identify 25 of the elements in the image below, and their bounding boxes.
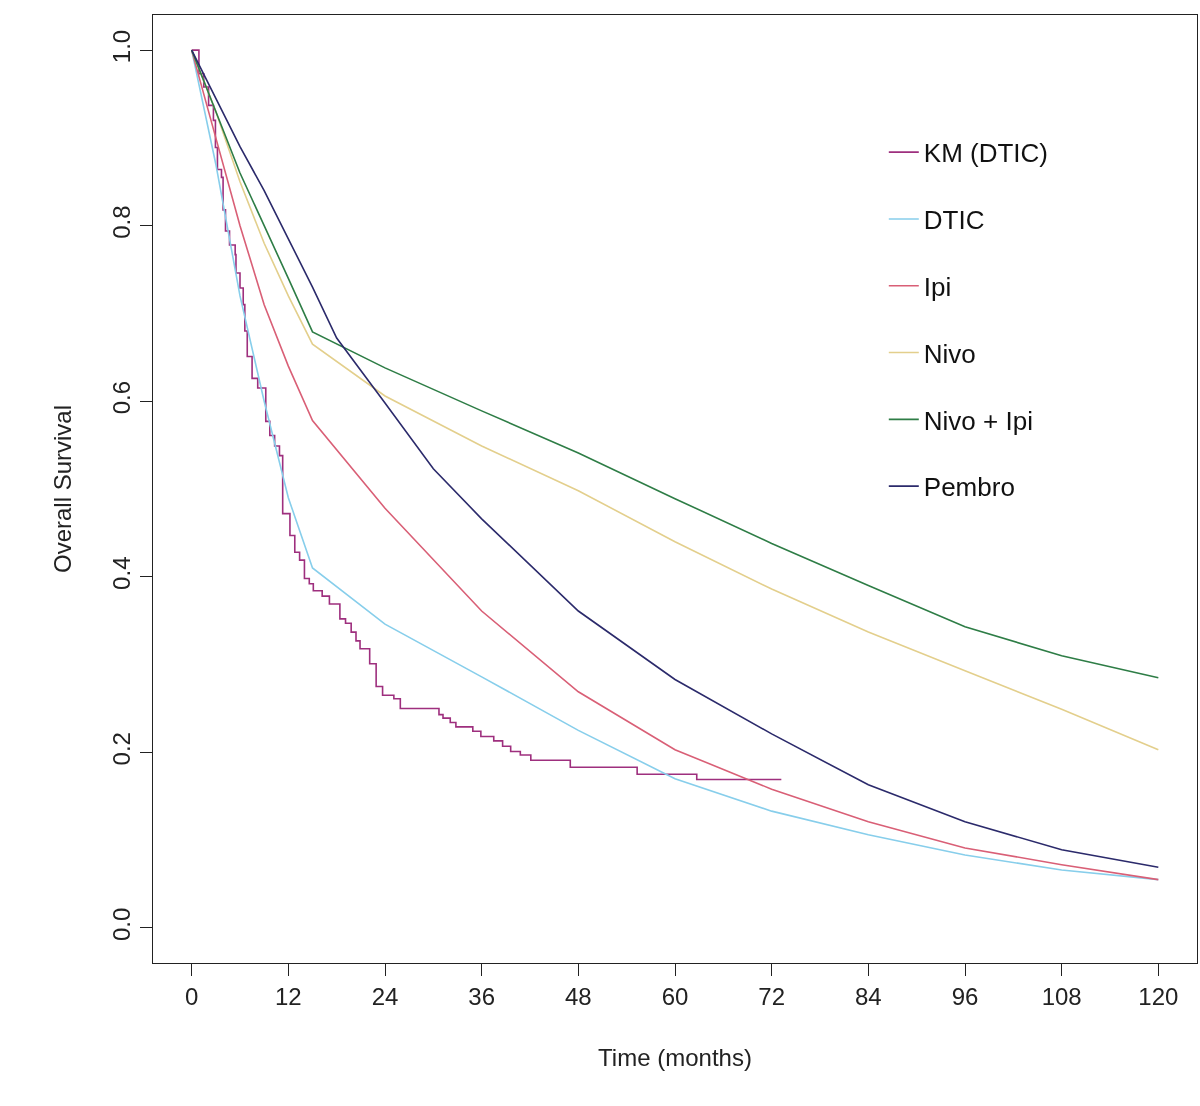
x-tick-label: 12 — [274, 982, 302, 1010]
x-axis-title: Time (months) — [598, 1044, 752, 1072]
x-tick-label: 108 — [1041, 982, 1082, 1010]
y-tick-label: 0.8 — [108, 205, 136, 239]
legend-label: KM (DTIC) — [923, 138, 1048, 169]
x-tick-label: 24 — [371, 982, 399, 1010]
x-tick-label: 84 — [854, 982, 882, 1010]
y-tick-label: 0.0 — [108, 907, 136, 941]
y-tick-label: 0.4 — [108, 556, 136, 590]
x-tick-label: 48 — [564, 982, 592, 1010]
x-tick-label: 0 — [184, 982, 199, 1010]
legend-label: Pembro — [923, 472, 1015, 503]
y-tick-label: 0.6 — [108, 380, 136, 415]
x-tick-label: 120 — [1138, 982, 1179, 1010]
legend-label: DTIC — [923, 205, 985, 236]
x-tick-label: 36 — [468, 982, 496, 1010]
y-tick-label: 1.0 — [108, 29, 136, 64]
legend-label: Nivo + Ipi — [923, 405, 1033, 436]
y-axis-title: Overall Survival — [48, 404, 76, 574]
legend-label: Nivo — [923, 338, 976, 369]
y-tick-label: 0.2 — [108, 732, 136, 766]
legend-label: Ipi — [923, 271, 952, 302]
x-tick-label: 96 — [951, 982, 979, 1010]
x-tick-label: 60 — [661, 982, 689, 1010]
x-tick-label: 72 — [758, 982, 786, 1010]
